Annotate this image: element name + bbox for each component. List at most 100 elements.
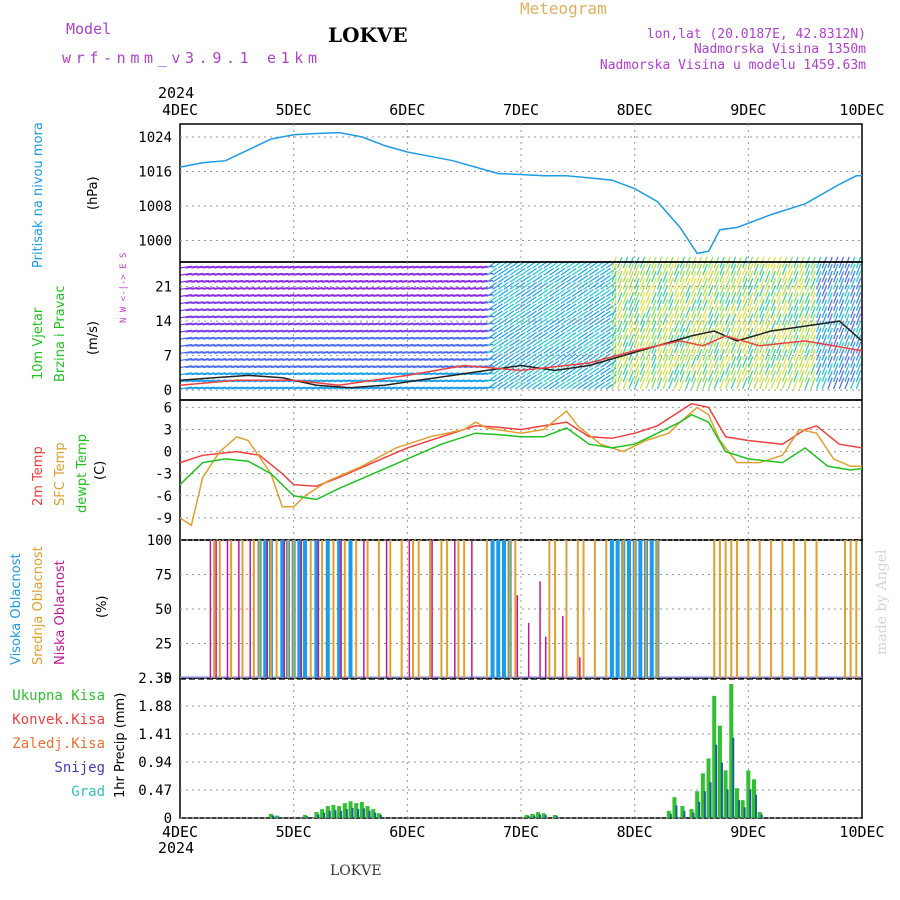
wind-barb [367,343,380,347]
wind-barb [651,370,657,382]
wind-barb [628,356,634,368]
wind-barb [571,324,583,333]
wind-barb [713,370,720,382]
wind-barb [656,270,663,283]
wind-barb [231,365,244,369]
wind-barb [588,367,600,376]
high-cloud-bar [649,540,654,678]
wind-barb [600,381,611,390]
x-tick-label-top: 4DEC [162,101,198,119]
wind-barb [316,272,329,276]
wind-barb [191,294,204,298]
precip-total-bar [734,788,739,818]
wind-barb [600,367,611,376]
wind-barb [236,308,249,312]
x-tick-label-bottom: 6DEC [389,823,425,841]
wind-barb [253,386,266,390]
wind-barb [628,313,634,326]
wind-barb [202,279,215,283]
wind-barb [214,322,227,326]
wind-barb [265,294,278,298]
wind-barb [316,379,329,383]
wind-barb [373,336,386,340]
wind-barb [378,386,391,390]
wind-barb [594,274,606,283]
wind-barb [259,279,272,283]
wind-barb [276,343,289,347]
wind-barb [441,386,454,390]
wind-barb [441,365,454,369]
wind-barb [730,320,737,333]
wind-barb [707,363,714,375]
wind-barb [833,292,839,304]
wind-barb [327,358,340,362]
wind-barb [554,282,566,290]
wind-barb [804,263,811,276]
wind-barb [333,372,346,376]
wind-barb [549,310,560,319]
wind-barb [304,308,317,312]
wind-barb [526,374,537,383]
wind-barb [611,377,617,390]
wind-barb [339,365,352,369]
wind-barb [219,372,232,376]
wind-barb [231,350,244,354]
wind-barb [713,313,720,326]
wind-barb [191,350,204,354]
wind-barb [509,367,520,376]
wind-barb [577,381,589,390]
wind-barb [611,299,617,311]
wind-barb [560,274,572,283]
wind-barb [713,320,720,333]
wind-barb [526,289,537,297]
wind-barb [361,294,374,298]
wind-barb [418,308,431,312]
wind-barb [645,292,651,304]
wind-barb [412,343,425,347]
wind-barb [412,365,425,369]
wind-barb [202,386,215,390]
wind-barb [361,279,374,283]
wind-barb [503,317,515,326]
precip-total-bar [700,773,705,818]
wind-barb [469,358,482,362]
wind-barb [600,338,611,347]
precip-total-bar [666,810,671,818]
x-tick-label-bottom: 8DEC [617,823,653,841]
wind-barb [339,322,352,326]
wind-barb [554,303,566,312]
wind-barb [526,317,537,326]
wind-barb [651,356,657,368]
wind-barb [469,265,482,269]
wind-barb [270,350,283,354]
wind-barb [793,370,799,382]
wind-barb [339,350,352,354]
wind-barb [810,349,816,361]
wind-barb [503,381,515,390]
wind-barb [225,329,238,333]
wind-barb [719,377,725,390]
wind-barb [304,336,317,340]
wind-barb [838,377,845,390]
wind-barb [793,313,799,326]
wind-barb [452,329,465,333]
wind-barb [747,349,754,361]
wind-barb [236,286,249,290]
wind-barb [753,341,759,354]
wind-barb [214,279,227,283]
wind-barb [424,343,437,347]
wind-barb [196,358,210,362]
wind-barb [395,343,408,347]
precip-snow-bar [539,814,542,818]
wind-barb [407,386,420,390]
wind-barb [293,286,306,290]
wind-barb [231,286,244,290]
wind-barb [532,324,543,333]
wind-barb [316,279,329,283]
wind-barb [611,341,617,354]
wind-barb [270,358,283,362]
wind-barb [333,379,346,383]
wind-barb [378,279,391,283]
wind-barb [645,370,651,382]
wind-barb [764,299,771,311]
